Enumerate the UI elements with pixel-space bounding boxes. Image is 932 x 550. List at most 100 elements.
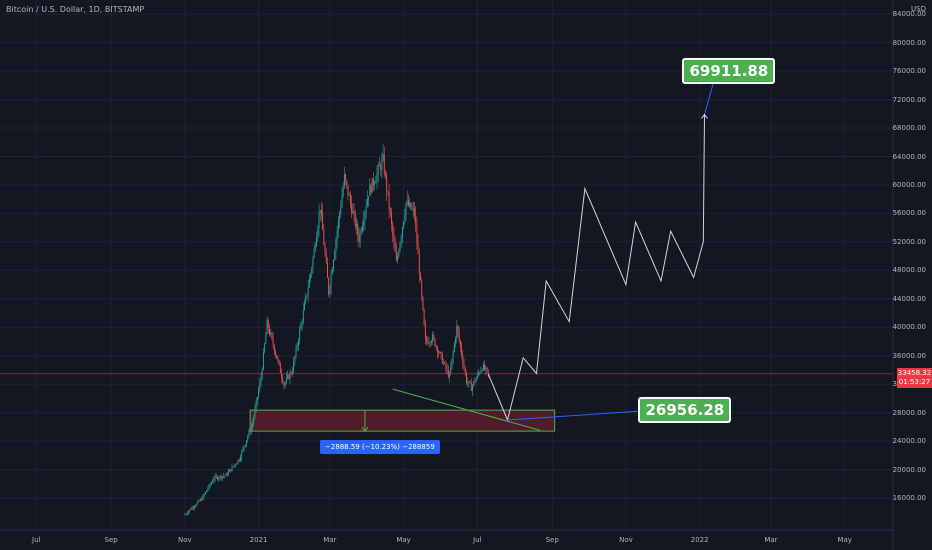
candle-body [407,200,409,206]
candle-body [397,255,399,261]
y-tick-label: 40000.00 [892,323,926,332]
candle-body [393,234,395,242]
candle-body [346,180,348,185]
x-tick-label: Nov [619,536,633,544]
candle-body [301,321,303,325]
candle-body [380,166,382,171]
current-price-value: 33458.32 [897,368,932,377]
candle-body [455,338,457,344]
candle-body [410,202,412,210]
candle-body [364,212,366,221]
candle-body [250,426,252,432]
x-tick-label: Jul [32,536,41,544]
candle-body [240,457,241,461]
candle-body [472,385,473,391]
candle-body [368,196,370,200]
drawings-layer [0,82,893,432]
candle-body [213,478,215,482]
price-series [184,143,489,516]
candle-body [383,154,385,174]
candle-body [305,295,307,303]
candle-body [409,202,411,206]
candle-body [254,408,256,418]
x-tick-label: 2021 [249,536,268,544]
candle-body [209,484,211,485]
candle-body [375,181,377,184]
candle-body [459,340,461,347]
candle-body [236,463,238,465]
candle-body [452,351,454,359]
candle-body [485,367,487,370]
candle-body [333,260,334,270]
candle-body [434,338,436,347]
candle-body [287,375,289,378]
candle-body [473,381,475,386]
candle-body [421,280,423,297]
candle-body [366,199,368,207]
candle-body [258,389,260,398]
candle-body [243,446,245,449]
candle-body [401,227,403,237]
candle-body [420,274,421,281]
candle-body [336,230,338,241]
target-high-callout[interactable]: 69911.88 [682,58,776,85]
candle-body [272,337,274,346]
candle-body [288,375,290,379]
candle-body [365,206,367,213]
candle-body [225,473,227,476]
x-tick-label: Mar [764,536,778,544]
candle-body [461,346,463,356]
candle-body [316,237,318,247]
candle-body [218,478,220,480]
candle-body [386,175,388,192]
candle-body [262,352,264,370]
y-tick-label: 64000.00 [892,152,926,161]
candle-body [307,287,309,296]
candle-body [284,382,286,386]
candle-body [235,464,237,466]
candle-body [289,372,291,379]
candle-body [290,372,292,374]
x-tick-label: Jul [473,536,482,544]
measure-label[interactable]: −2888.59 (−10.23%) −288859 [319,440,440,455]
candle-body [363,220,365,226]
y-tick-label: 68000.00 [892,124,926,133]
candle-body [266,319,268,335]
candle-body [462,355,464,364]
candle-body [191,507,193,510]
projected-path [487,114,705,422]
candle-body [232,466,234,467]
candle-body [252,423,254,427]
candle-body [202,495,204,501]
candle-body [370,185,372,193]
candle-body [206,490,208,492]
candle-body [249,430,251,432]
candle-body [362,225,363,232]
candle-body [429,342,431,344]
candle-body [349,195,351,204]
candle-body [330,273,332,288]
candle-body [487,369,489,373]
target-low-callout[interactable]: 26956.28 [638,397,732,424]
candle-body [404,214,406,222]
candle-body [227,471,229,476]
candle-body [385,173,386,176]
candle-body [327,262,328,278]
candle-body [299,329,301,341]
candle-body [276,354,278,359]
candle-body [204,491,206,495]
candle-body [387,191,389,193]
candle-body [418,254,420,275]
candle-body [443,362,444,364]
candle-body [430,341,432,343]
candle-body [237,459,239,464]
candle-body [200,498,202,501]
candle-body [322,213,324,230]
candle-body [398,251,400,256]
candle-body [224,475,226,477]
candle-body [212,481,214,483]
candle-body [353,210,355,214]
candle-body [195,505,197,507]
candle-body [300,324,302,330]
